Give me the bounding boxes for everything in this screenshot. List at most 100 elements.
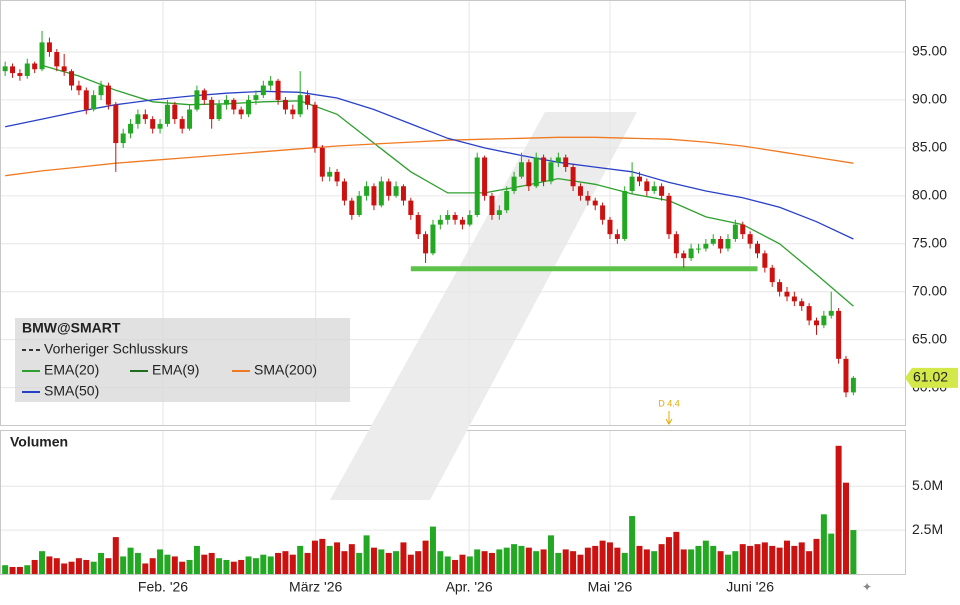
candle-body — [275, 80, 281, 100]
candle-body — [489, 195, 495, 215]
volume-bar — [334, 542, 341, 574]
candle-body — [673, 234, 679, 254]
volume-bar — [629, 516, 636, 574]
candle-body — [467, 215, 473, 225]
volume-bar — [9, 566, 16, 574]
candle-body — [762, 253, 768, 268]
volume-bar — [407, 554, 414, 574]
candle-body — [231, 99, 237, 110]
candle-body — [378, 181, 384, 206]
volume-bar — [46, 556, 53, 574]
candle-body — [541, 157, 547, 182]
candle-body — [821, 315, 827, 326]
candle-body — [437, 219, 443, 225]
candle-body — [408, 200, 414, 215]
volume-bar — [673, 531, 680, 574]
volume-bar — [275, 552, 282, 574]
candle-body — [327, 171, 333, 177]
candle-body — [128, 123, 134, 134]
volume-bar — [828, 533, 835, 574]
volume-bar — [164, 554, 171, 574]
volume-bar — [688, 549, 695, 574]
candle-body — [371, 186, 377, 206]
volume-bar — [798, 542, 805, 574]
ma-line — [41, 64, 854, 307]
candle-body — [24, 63, 30, 76]
candle-body — [246, 99, 252, 115]
volume-bar — [252, 558, 259, 574]
candle-body — [253, 95, 259, 100]
candle-body — [607, 219, 613, 235]
volume-bar — [105, 558, 112, 574]
scroll-icon[interactable]: ✦ — [862, 580, 872, 594]
candle-body — [113, 104, 119, 144]
volume-bar — [370, 547, 377, 574]
volume-bar — [142, 563, 149, 574]
volume-bar — [326, 545, 333, 574]
candle-body — [216, 104, 222, 120]
dividend-arrow — [665, 411, 673, 425]
volume-bar — [820, 514, 827, 574]
volume-bar — [437, 551, 444, 574]
candle-body — [150, 119, 156, 129]
candle-body — [268, 80, 274, 86]
volume-bar — [348, 544, 355, 574]
volume-bar — [680, 549, 687, 574]
volume-bar — [540, 549, 547, 574]
volume-bar — [732, 551, 739, 574]
volume-bar — [112, 537, 119, 574]
volume-bar — [761, 542, 768, 574]
volume-bar — [665, 537, 672, 574]
candle-body — [400, 186, 406, 201]
y-tick-label: 80.00 — [912, 187, 947, 203]
candle-body — [17, 73, 23, 76]
volume-bar — [2, 565, 9, 574]
volume-bar — [606, 542, 613, 574]
volume-bar — [776, 547, 783, 574]
candle-body — [349, 200, 355, 215]
volume-bar — [621, 552, 628, 574]
volume-bar — [385, 552, 392, 574]
candle-body — [688, 248, 694, 259]
candle-body — [585, 195, 591, 201]
y-tick-label: 95.00 — [912, 43, 947, 59]
candle-body — [142, 114, 148, 120]
volume-bar — [518, 545, 525, 574]
candle-body — [46, 42, 52, 52]
x-tick-label: Apr. '26 — [446, 579, 493, 595]
volume-bar — [452, 559, 459, 574]
legend-symbol: BMW@SMART — [22, 320, 121, 336]
volume-bar — [547, 535, 554, 574]
volume-bar — [555, 552, 562, 574]
volume-bar — [311, 540, 318, 574]
volume-bar — [481, 551, 488, 574]
volume-bar — [61, 563, 68, 574]
candle-body — [622, 191, 628, 239]
x-tick-label: Feb. '26 — [138, 579, 188, 595]
volume-bar — [614, 547, 621, 574]
volume-bar — [157, 549, 164, 574]
volume-bar — [658, 544, 665, 574]
candle-body — [791, 296, 797, 302]
candle-body — [312, 104, 318, 148]
candle-body — [39, 42, 45, 70]
candle-body — [69, 71, 75, 86]
volume-bar — [68, 561, 75, 574]
volume-bar — [717, 551, 724, 574]
candle-body — [297, 95, 303, 115]
volume-bar — [429, 526, 436, 574]
candle-body — [282, 99, 288, 110]
candle-body — [76, 85, 82, 91]
candle-body — [769, 267, 775, 283]
candle-body — [614, 234, 620, 239]
volume-bar — [216, 558, 223, 574]
volume-bar — [769, 545, 776, 574]
volume-bar — [238, 559, 245, 574]
candle-body — [393, 186, 399, 196]
volume-bar — [393, 551, 400, 574]
candle-body — [238, 109, 244, 115]
candle-body — [305, 95, 311, 105]
candle-body — [592, 200, 598, 206]
volume-bar — [783, 540, 790, 574]
candle-body — [836, 310, 842, 359]
